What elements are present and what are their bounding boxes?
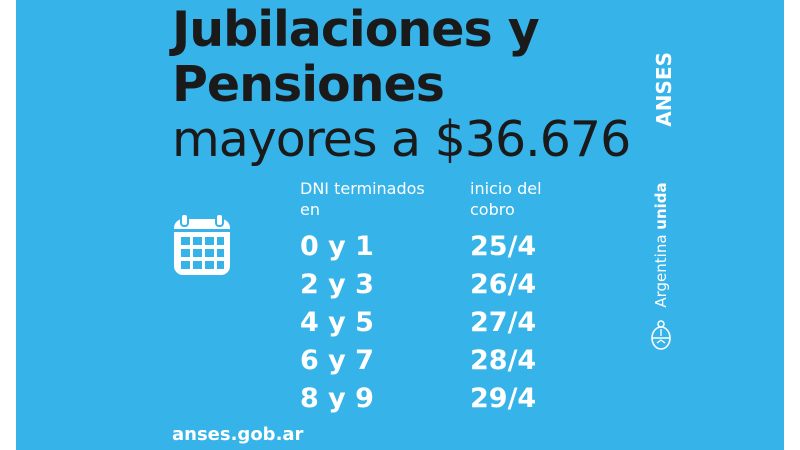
argentina-seal-icon	[651, 320, 671, 350]
calendar-icon	[174, 213, 230, 275]
payment-date: 26/4	[470, 269, 537, 300]
slogan-light: Argentina	[652, 234, 670, 308]
schedule-table: 0 y 1 25/4 2 y 3 26/4 4 y 5 27/4 6 y 7 2…	[300, 230, 600, 420]
table-row: 2 y 3 26/4	[300, 268, 600, 306]
payment-date: 25/4	[470, 231, 537, 262]
dni-ending: 8 y 9	[300, 383, 374, 414]
payment-date: 29/4	[470, 383, 537, 414]
table-row: 6 y 7 28/4	[300, 344, 600, 382]
table-row: 8 y 9 29/4	[300, 382, 600, 420]
slogan-bold: unida	[652, 182, 670, 230]
headline: Jubilaciones y Pensiones mayores a $36.6…	[172, 1, 631, 168]
dni-ending: 6 y 7	[300, 345, 374, 376]
dni-ending: 2 y 3	[300, 269, 374, 300]
anses-logo: ANSES	[646, 52, 676, 158]
table-row: 4 y 5 27/4	[300, 306, 600, 344]
dni-ending: 4 y 5	[300, 307, 374, 338]
right-margin	[784, 0, 800, 450]
payment-date: 28/4	[470, 345, 537, 376]
header-cobro: inicio del cobro	[470, 179, 542, 219]
header-dni: DNI terminados en	[300, 179, 425, 219]
headline-line-2: Pensiones	[172, 56, 445, 113]
slogan: Argentina unida	[651, 177, 671, 313]
headline-line-3: mayores a $36.676	[172, 111, 631, 168]
website-link[interactable]: anses.gob.ar	[172, 424, 304, 445]
headline-line-1: Jubilaciones y	[172, 1, 540, 58]
payment-date: 27/4	[470, 307, 537, 338]
dni-ending: 0 y 1	[300, 231, 374, 262]
table-row: 0 y 1 25/4	[300, 230, 600, 268]
anses-logo-text: ANSES	[652, 52, 676, 127]
branding-column: ANSES Argentina unida	[638, 40, 684, 420]
left-margin	[0, 0, 16, 450]
